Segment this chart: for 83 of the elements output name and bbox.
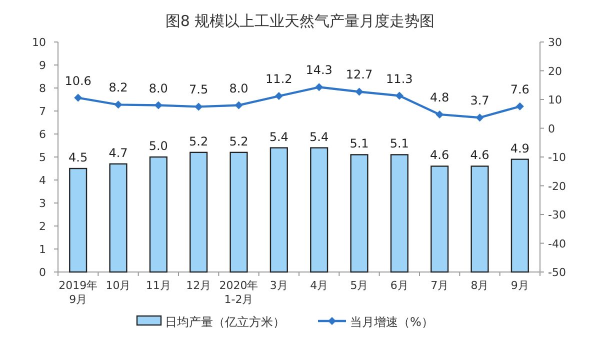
y2-tick-label: 10 [548,94,562,106]
data-label: 4.8 [430,90,450,104]
bar [270,147,288,273]
x-tick-label: 4月 [310,279,328,292]
data-label: 4.6 [470,148,490,162]
bar [190,152,208,273]
bar [69,168,88,273]
y2-tick-label: 20 [548,64,562,78]
data-label: 4.6 [430,148,450,162]
bar [109,163,128,273]
y-tick-label: 3 [39,197,46,210]
legend-label: 当月增速（%） [350,315,434,329]
x-tick-label: 9月 [510,279,529,292]
data-label: 5.2 [229,134,248,148]
y2-tick-label: 30 [548,36,562,49]
point [436,110,444,118]
y-tick-label: 0 [39,266,46,279]
y-tick-label: 9 [39,59,46,72]
point [516,102,524,110]
bar [470,166,489,273]
chart-title: 图8 规模以上工业天然气产量月度走势图 [165,12,435,30]
y-tick-label: 1 [39,243,46,256]
y2-tick-label: -50 [548,266,566,279]
x-tick-label: 6月 [390,279,408,292]
point [355,88,364,96]
point [154,101,162,110]
y-tick-label: 6 [39,128,46,141]
y2-tick-label: -40 [548,237,566,250]
y2-tick-label: -30 [548,208,566,222]
data-label: 8.0 [148,81,168,96]
bar [390,154,408,273]
bar [430,166,449,273]
bar [310,147,328,273]
y-tick-label: 5 [39,151,46,164]
data-label: 11.2 [266,72,292,86]
legend-label: 日均产量（亿立方米） [165,315,285,329]
bar [350,154,368,273]
point [114,100,122,109]
data-label: 12.7 [346,68,373,82]
y2-tick-label: -20 [548,180,566,193]
data-label: 5.1 [390,136,409,151]
data-label: 14.3 [306,63,332,78]
data-label: 5.4 [310,130,329,144]
x-tick-label: 2019年 9月 [58,279,98,306]
bar [149,156,168,273]
data-label: 5.1 [350,136,369,151]
data-label: 7.5 [189,82,208,97]
point [74,94,82,102]
data-label: 5.2 [189,134,208,148]
y-tick-label: 2 [39,220,46,233]
y2-tick-label: 0 [548,122,555,136]
point [274,92,283,100]
y-tick-label: 10 [32,36,46,49]
data-label: 4.7 [108,146,128,160]
y-tick-label: 4 [39,174,46,187]
x-tick-label: 12月 [186,279,212,292]
x-tick-label: 5月 [350,279,368,292]
y-tick-label: 8 [39,82,46,95]
x-tick-label: 8月 [470,279,489,292]
bar [230,152,248,273]
x-tick-label: 11月 [146,279,171,292]
point [194,102,203,111]
point [476,114,484,122]
y-tick-label: 7 [39,105,46,118]
data-label: 10.6 [64,74,92,88]
x-tick-label: 3月 [270,279,288,292]
data-label: 5.0 [148,139,168,153]
x-tick-label: 10月 [106,279,131,292]
data-label: 4.5 [68,150,88,164]
y2-tick-label: -10 [548,151,566,164]
data-label: 4.9 [510,141,530,156]
data-label: 8.0 [229,81,248,96]
point [234,101,243,110]
x-tick-label: 7月 [430,279,449,292]
point [315,83,324,92]
point [395,92,404,100]
bar [510,158,529,273]
data-label: 5.4 [269,130,288,144]
data-label: 3.7 [470,94,490,108]
x-tick-label: 2020年 1-2月 [219,279,258,306]
data-label: 8.2 [108,80,128,95]
data-label: 7.6 [510,82,530,96]
data-label: 11.3 [386,72,413,86]
